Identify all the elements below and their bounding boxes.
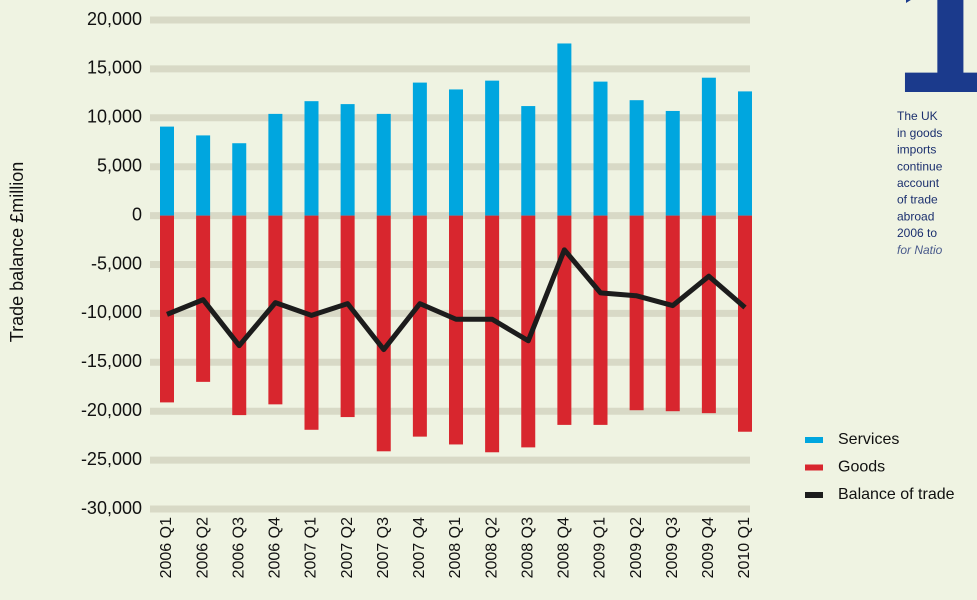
bar (738, 215, 752, 432)
bar (738, 91, 752, 216)
balance-line (166, 247, 747, 353)
x-tick-label: 2006 Q1 (158, 517, 175, 578)
x-tick-label: 2007 Q1 (303, 517, 320, 578)
x-tick-label: 2008 Q4 (556, 517, 573, 578)
annotation-line: continue (897, 159, 943, 173)
x-tick-label: 2009 Q2 (628, 517, 645, 578)
x-tick-label: 2009 Q3 (664, 517, 681, 578)
bar (629, 100, 644, 216)
bar (340, 215, 355, 418)
bar (196, 135, 211, 216)
bar (232, 215, 247, 416)
x-tick-label: 2007 Q2 (339, 517, 356, 578)
bar (701, 215, 716, 414)
x-tick-label: 2009 Q1 (592, 517, 609, 578)
bar (449, 89, 463, 216)
x-tick-label: 2009 Q4 (700, 517, 717, 578)
annotation-line: imports (897, 143, 936, 157)
bar (557, 43, 572, 216)
legend-swatch (805, 437, 823, 443)
legend-label: Services (838, 431, 899, 448)
annotation-line: The UK (897, 109, 938, 123)
annotation-line: 2006 to (897, 226, 937, 240)
bar (412, 215, 427, 437)
bar (376, 113, 391, 216)
x-tick-label: 2008 Q1 (447, 517, 464, 578)
bar (521, 106, 536, 216)
y-tick-label: 5,000 (97, 155, 142, 175)
annotation-line: abroad (897, 209, 934, 223)
y-axis-label: Trade balance £million (7, 162, 27, 342)
y-tick-label: 0 (132, 204, 142, 224)
annotation-line: in goods (897, 126, 942, 140)
x-tick-label: 2008 Q2 (483, 517, 500, 578)
bar (160, 215, 174, 403)
bar (160, 126, 174, 216)
bar (449, 215, 463, 445)
bar (521, 215, 536, 448)
x-tick-label: 2006 Q3 (230, 517, 247, 578)
bar (593, 215, 608, 425)
y-tick-label: -15,000 (81, 351, 142, 371)
bar (485, 80, 500, 216)
annotation-line: for Natio (897, 243, 943, 257)
legend-label: Goods (838, 459, 885, 476)
y-tick-label: 20,000 (87, 9, 142, 29)
x-tick-label: 2008 Q3 (519, 517, 536, 578)
x-tick-label: 2006 Q4 (267, 517, 284, 578)
legend-swatch (805, 492, 823, 498)
bar (304, 215, 319, 430)
y-tick-label: -20,000 (81, 400, 142, 420)
x-tick-label: 2007 Q3 (375, 517, 392, 578)
y-tick-label: -10,000 (81, 302, 142, 322)
y-tick-label: -25,000 (81, 449, 142, 469)
y-tick-label: 15,000 (87, 58, 142, 78)
bar (412, 82, 427, 216)
bar (665, 215, 680, 412)
annotation-number: 1 (893, 0, 977, 133)
y-tick-label: -5,000 (91, 253, 142, 273)
bar (268, 113, 283, 216)
bar (376, 215, 391, 452)
bar (701, 77, 716, 216)
annotation-line: account (897, 176, 940, 190)
y-tick-label: -30,000 (81, 498, 142, 518)
bar (629, 215, 644, 411)
annotation-line: of trade (897, 193, 938, 207)
legend-swatch (805, 464, 823, 471)
bar (485, 215, 500, 453)
bar (268, 215, 283, 405)
legend-label: Balance of trade (838, 486, 955, 503)
bar (593, 81, 608, 216)
y-tick-label: 10,000 (87, 107, 142, 127)
bar (232, 143, 247, 216)
x-tick-label: 2010 Q1 (736, 517, 753, 578)
x-tick-label: 2007 Q4 (411, 517, 428, 578)
bar (304, 101, 319, 216)
bar (665, 110, 680, 216)
x-tick-label: 2006 Q2 (194, 517, 211, 578)
bar (557, 215, 572, 425)
bar (340, 104, 355, 216)
